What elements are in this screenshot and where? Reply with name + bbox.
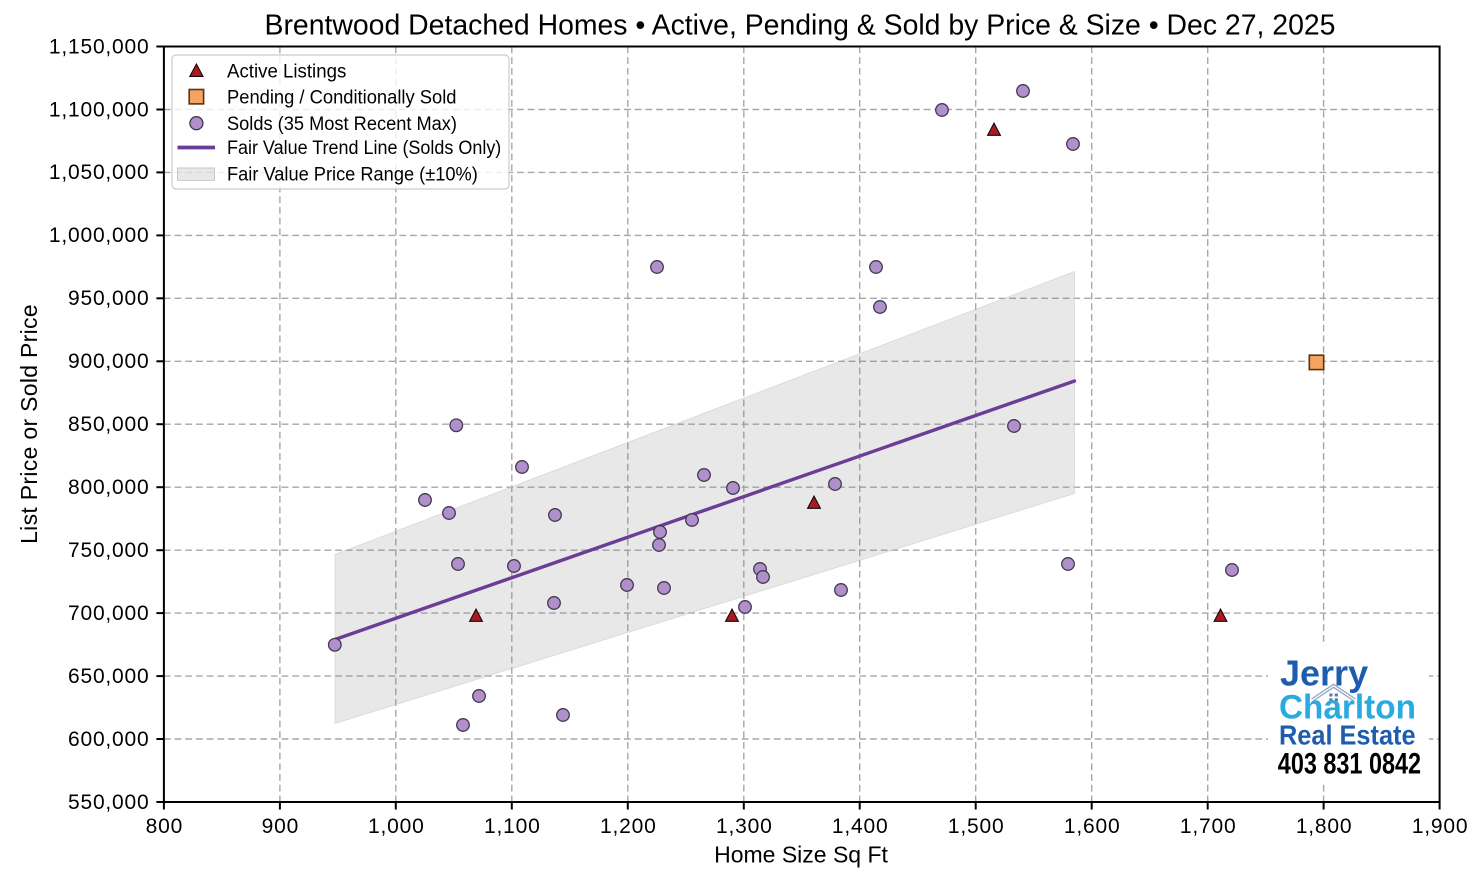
svg-text:Fair Value Price Range (±10%): Fair Value Price Range (±10%) xyxy=(227,165,478,186)
svg-text:1,600: 1,600 xyxy=(1064,815,1121,838)
svg-text:800,000: 800,000 xyxy=(68,476,150,499)
svg-text:1,800: 1,800 xyxy=(1296,815,1353,838)
svg-text:1,500: 1,500 xyxy=(948,815,1005,838)
svg-text:900,000: 900,000 xyxy=(68,350,150,373)
svg-text:1,100: 1,100 xyxy=(484,815,541,838)
svg-text:1,000,000: 1,000,000 xyxy=(49,224,150,247)
svg-text:Active Listings: Active Listings xyxy=(227,62,346,83)
svg-text:Solds (35 Most Recent Max): Solds (35 Most Recent Max) xyxy=(227,114,457,135)
svg-text:1,700: 1,700 xyxy=(1180,815,1237,838)
svg-text:Real Estate: Real Estate xyxy=(1279,719,1416,750)
svg-text:700,000: 700,000 xyxy=(68,602,150,625)
svg-text:Pending / Conditionally Sold: Pending / Conditionally Sold xyxy=(227,87,457,108)
svg-text:650,000: 650,000 xyxy=(68,665,150,688)
svg-text:850,000: 850,000 xyxy=(68,413,150,436)
svg-text:950,000: 950,000 xyxy=(68,287,150,310)
svg-text:900: 900 xyxy=(262,815,299,838)
svg-text:800: 800 xyxy=(146,815,183,838)
svg-text:List Price or Sold Price: List Price or Sold Price xyxy=(16,304,42,544)
svg-text:Brentwood Detached Homes • Act: Brentwood Detached Homes • Active, Pendi… xyxy=(265,10,1336,42)
svg-text:1,000: 1,000 xyxy=(368,815,425,838)
svg-text:403 831 0842: 403 831 0842 xyxy=(1278,747,1421,780)
svg-text:1,150,000: 1,150,000 xyxy=(49,35,150,58)
svg-text:750,000: 750,000 xyxy=(68,539,150,562)
svg-text:1,050,000: 1,050,000 xyxy=(49,161,150,184)
svg-text:Fair Value Trend Line (Solds O: Fair Value Trend Line (Solds Only) xyxy=(227,138,501,159)
svg-text:Home Size Sq Ft: Home Size Sq Ft xyxy=(714,842,888,868)
svg-text:Jerry: Jerry xyxy=(1280,653,1368,694)
svg-text:1,900: 1,900 xyxy=(1412,815,1469,838)
svg-text:1,400: 1,400 xyxy=(832,815,889,838)
svg-text:1,200: 1,200 xyxy=(600,815,657,838)
svg-text:550,000: 550,000 xyxy=(68,791,150,814)
svg-text:1,300: 1,300 xyxy=(716,815,773,838)
svg-text:1,100,000: 1,100,000 xyxy=(49,98,150,121)
svg-text:600,000: 600,000 xyxy=(68,728,150,751)
